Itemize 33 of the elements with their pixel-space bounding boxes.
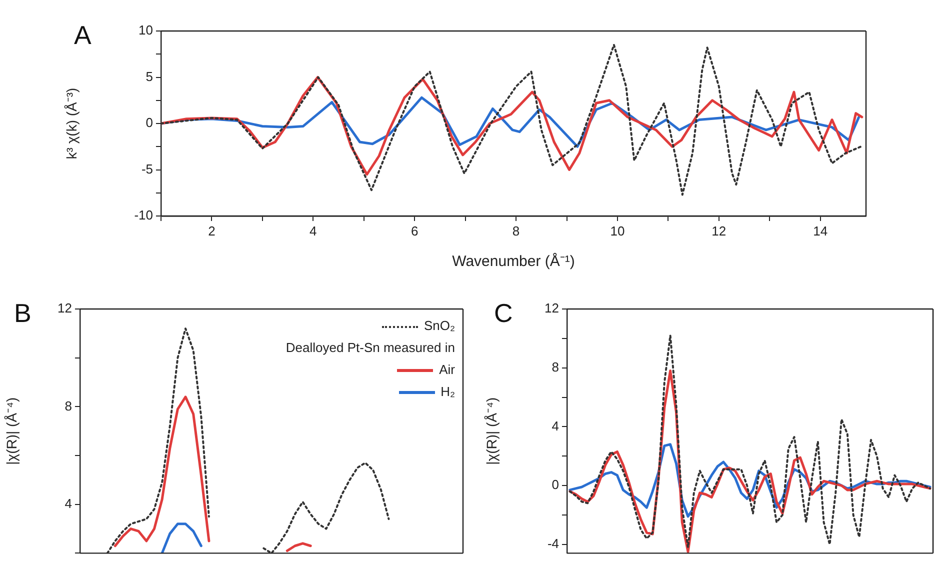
y-tick-label: 4	[552, 418, 559, 434]
x-tick-label: 4	[310, 223, 317, 238]
chart-title: C	[494, 298, 513, 328]
x-tick-label: 8	[512, 223, 520, 238]
chart-title: A	[74, 20, 92, 50]
chart-title: B	[14, 298, 32, 328]
y-tick-label: 12	[544, 300, 559, 316]
x-tick-label: 10	[610, 223, 625, 238]
y-tick-label: -4	[547, 536, 559, 551]
legend-label: Air	[439, 362, 455, 377]
y-tick-label: 8	[552, 359, 559, 374]
y-tick-label: -5	[141, 161, 153, 176]
y-axis-title: k³ χ(k) (Å⁻³)	[63, 88, 80, 160]
legend-title: Dealloyed Pt-Sn measured in	[286, 339, 455, 357]
y-tick-label: 5	[146, 68, 153, 84]
x-tick-label: 2	[208, 223, 216, 238]
y-axis-title: |χ(R)| (Å⁻⁴)	[3, 397, 20, 465]
x-tick-label: 12	[712, 223, 726, 238]
x-tick-label: 14	[813, 223, 828, 238]
y-tick-label: 10	[138, 22, 153, 38]
line-series	[568, 334, 932, 548]
y-tick-label: 4	[64, 496, 72, 511]
y-tick-label: 0	[552, 477, 559, 492]
y-tick-label: 12	[58, 300, 72, 316]
y-axis-title: |χ(R)| (Å⁻⁴)	[483, 397, 500, 465]
legend-label: H₂	[440, 384, 455, 399]
legend-label: SnO₂	[424, 318, 455, 333]
line-series	[161, 44, 862, 196]
y-tick-label: -10	[134, 208, 153, 223]
y-tick-label: 0	[146, 115, 153, 130]
x-axis-title: Wavenumber (Å⁻¹)	[452, 252, 575, 270]
y-tick-label: 8	[64, 398, 72, 414]
x-tick-label: 6	[410, 223, 418, 238]
